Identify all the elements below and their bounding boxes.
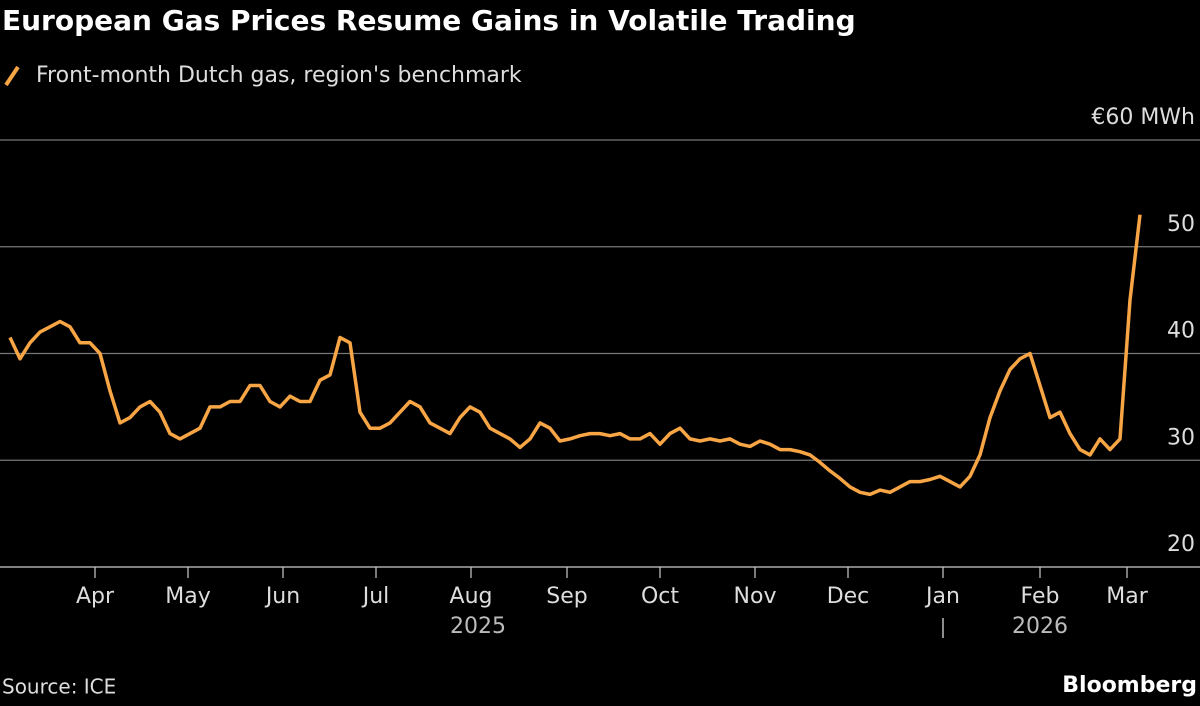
y-tick-label: €60 MWh (1091, 105, 1195, 130)
x-tick-label: May (165, 584, 210, 609)
x-tick-label: Apr (76, 584, 115, 609)
x-tick-label: Oct (641, 584, 679, 609)
year-label: 2026 (1012, 614, 1068, 639)
x-tick-label: Jan (924, 584, 960, 609)
source: Source: ICE (2, 675, 116, 699)
brand: Bloomberg (1062, 673, 1197, 698)
y-tick-label: 20 (1167, 532, 1195, 557)
x-tick-label: Aug (450, 584, 493, 609)
legend-swatch (4, 65, 20, 87)
x-tick-label: Dec (827, 584, 870, 609)
chart-title: European Gas Prices Resume Gains in Vola… (2, 4, 856, 37)
x-tick-label: Jun (264, 584, 300, 609)
price-line (8, 214, 1142, 497)
x-tick-label: Nov (734, 584, 777, 609)
x-tick-label: Sep (546, 584, 587, 609)
y-tick-label: 40 (1167, 319, 1195, 344)
x-tick-label: Feb (1021, 584, 1060, 609)
y-tick-label: 50 (1167, 212, 1195, 237)
x-tick-label: Jul (361, 584, 390, 609)
x-tick-label: Mar (1106, 584, 1148, 609)
year-label: 2025 (450, 614, 506, 639)
y-tick-label: 30 (1167, 425, 1195, 450)
legend-label: Front-month Dutch gas, region's benchmar… (36, 63, 522, 88)
